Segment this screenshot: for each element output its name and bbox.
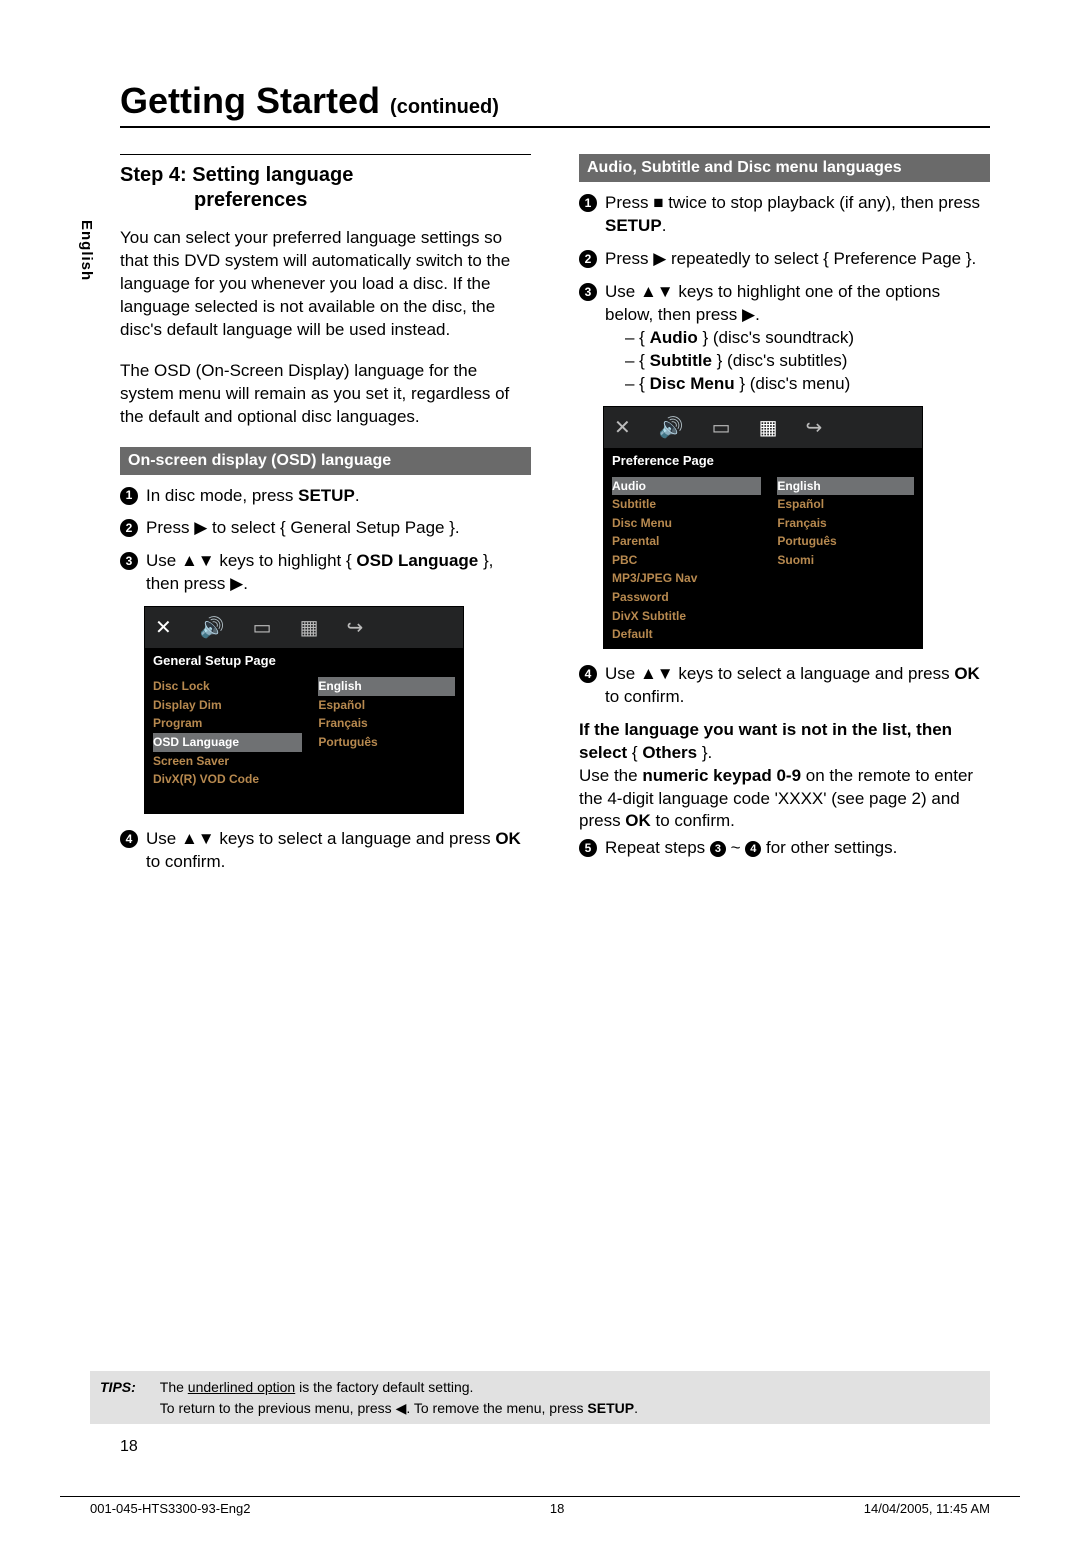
rstep-2-text: Press ▶ repeatedly to select { Preferenc… bbox=[605, 248, 976, 271]
menu-header: General Setup Page bbox=[145, 648, 463, 673]
audio-subheading: Audio, Subtitle and Disc menu languages bbox=[579, 154, 990, 182]
audio-icon: 🔊 bbox=[200, 615, 225, 640]
settings-icon: ✕ bbox=[614, 415, 631, 440]
menu-item: MP3/JPEG Nav bbox=[612, 569, 761, 588]
menu-value: Suomi bbox=[777, 551, 914, 570]
rstep-5: 5 bbox=[579, 839, 597, 857]
exit-icon: ↪ bbox=[805, 415, 822, 440]
section-rule bbox=[120, 154, 531, 155]
intro-p2: The OSD (On-Screen Display) language for… bbox=[120, 360, 531, 429]
step-title-line2: preferences bbox=[120, 188, 531, 213]
video-icon: ▭ bbox=[253, 615, 272, 640]
language-sidebar: English bbox=[78, 220, 95, 281]
menu-item: Program bbox=[153, 714, 302, 733]
menu-item: Subtitle bbox=[612, 495, 761, 514]
page-title: Getting Started (continued) bbox=[90, 80, 990, 122]
step-1-text: In disc mode, press SETUP. bbox=[146, 485, 360, 508]
menu-value: English bbox=[777, 477, 914, 496]
menu-value: Português bbox=[777, 532, 914, 551]
rstep-1-text: Press ■ twice to stop playback (if any),… bbox=[605, 192, 990, 238]
footer: 001-045-HTS3300-93-Eng2 18 14/04/2005, 1… bbox=[60, 1496, 1020, 1516]
preference-icon: ▦ bbox=[300, 615, 319, 640]
rstep-4: 4 bbox=[579, 665, 597, 683]
note-text: If the language you want is not in the l… bbox=[579, 719, 990, 834]
menu-value: Français bbox=[777, 514, 914, 533]
step-bullet-1: 1 bbox=[120, 487, 138, 505]
menu-item: Password bbox=[612, 588, 761, 607]
title-main: Getting Started bbox=[120, 80, 380, 121]
menu-item: Display Dim bbox=[153, 696, 302, 715]
tips-text: The underlined option is the factory def… bbox=[160, 1377, 638, 1418]
footer-right: 14/04/2005, 11:45 AM bbox=[864, 1501, 990, 1516]
menu-left-list: AudioSubtitleDisc MenuParentalPBCMP3/JPE… bbox=[604, 473, 769, 648]
menu-item: Audio bbox=[612, 477, 761, 496]
video-icon: ▭ bbox=[712, 415, 731, 440]
step-bullet-4: 4 bbox=[120, 830, 138, 848]
step-title-line1: Step 4: Setting language bbox=[120, 164, 353, 186]
menu-item: Parental bbox=[612, 532, 761, 551]
tips-label: TIPS: bbox=[100, 1377, 136, 1418]
title-continued: (continued) bbox=[390, 96, 499, 118]
settings-icon: ✕ bbox=[155, 615, 172, 640]
rstep-4-text: Use ▲▼ keys to select a language and pre… bbox=[605, 663, 990, 709]
menu-item: PBC bbox=[612, 551, 761, 570]
step-bullet-3: 3 bbox=[120, 552, 138, 570]
footer-center: 18 bbox=[550, 1501, 564, 1516]
menu-value: Español bbox=[777, 495, 914, 514]
left-column: Step 4: Setting language preferences You… bbox=[120, 154, 531, 884]
menu-value: Português bbox=[318, 733, 455, 752]
menu-item: DivX(R) VOD Code bbox=[153, 770, 302, 789]
rstep-1: 1 bbox=[579, 194, 597, 212]
step-4-text: Use ▲▼ keys to select a language and pre… bbox=[146, 828, 531, 874]
osd-menu-screenshot: ✕ 🔊 ▭ ▦ ↪ General Setup Page Disc LockDi… bbox=[144, 606, 464, 814]
step-title: Step 4: Setting language preferences bbox=[120, 163, 531, 213]
step-3-text: Use ▲▼ keys to highlight { OSD Language … bbox=[146, 550, 531, 596]
page-number: 18 bbox=[120, 1438, 138, 1456]
rstep-2: 2 bbox=[579, 250, 597, 268]
step-bullet-2: 2 bbox=[120, 519, 138, 537]
menu-right-list: EnglishEspañolFrançaisPortuguêsSuomi bbox=[769, 473, 922, 648]
menu-value: English bbox=[318, 677, 455, 696]
menu-tab-icons: ✕ 🔊 ▭ ▦ ↪ bbox=[145, 607, 463, 648]
intro-p1: You can select your preferred language s… bbox=[120, 227, 531, 342]
menu-item: Default bbox=[612, 625, 761, 644]
exit-icon: ↪ bbox=[346, 615, 363, 640]
pref-menu-screenshot: ✕ 🔊 ▭ ▦ ↪ Preference Page AudioSubtitleD… bbox=[603, 406, 923, 649]
tips-bar: TIPS: The underlined option is the facto… bbox=[90, 1371, 990, 1424]
menu-value: Français bbox=[318, 714, 455, 733]
menu-item: Screen Saver bbox=[153, 752, 302, 771]
menu-header: Preference Page bbox=[604, 448, 922, 473]
right-column: Audio, Subtitle and Disc menu languages … bbox=[579, 154, 990, 884]
menu-item: Disc Lock bbox=[153, 677, 302, 696]
audio-icon: 🔊 bbox=[659, 415, 684, 440]
menu-item: OSD Language bbox=[153, 733, 302, 752]
menu-item: DivX Subtitle bbox=[612, 607, 761, 626]
menu-value: Español bbox=[318, 696, 455, 715]
menu-tab-icons: ✕ 🔊 ▭ ▦ ↪ bbox=[604, 407, 922, 448]
menu-right-list: EnglishEspañolFrançaisPortuguês bbox=[310, 673, 463, 813]
title-rule bbox=[120, 126, 990, 128]
rstep-5-text: Repeat steps 3 ~ 4 for other settings. bbox=[605, 837, 897, 860]
footer-left: 001-045-HTS3300-93-Eng2 bbox=[90, 1501, 250, 1516]
osd-subheading: On-screen display (OSD) language bbox=[120, 447, 531, 475]
preference-icon: ▦ bbox=[759, 415, 778, 440]
osd-steps: 1 In disc mode, press SETUP. 2 Press ▶ t… bbox=[120, 485, 531, 597]
step-2-text: Press ▶ to select { General Setup Page }… bbox=[146, 517, 460, 540]
rstep-3: 3 bbox=[579, 283, 597, 301]
audio-steps: 1 Press ■ twice to stop playback (if any… bbox=[579, 192, 990, 396]
rstep-3-text: Use ▲▼ keys to highlight one of the opti… bbox=[605, 281, 990, 396]
menu-left-list: Disc LockDisplay DimProgramOSD LanguageS… bbox=[145, 673, 310, 813]
menu-item: Disc Menu bbox=[612, 514, 761, 533]
